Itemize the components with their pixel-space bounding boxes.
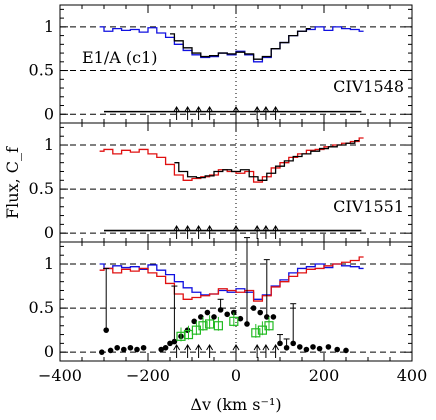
cf-point <box>158 346 164 353</box>
cf-point <box>191 318 197 325</box>
cf-point <box>107 347 114 354</box>
cf-point <box>343 347 349 354</box>
component-arrow <box>253 225 261 239</box>
cf-point <box>297 344 303 350</box>
component-arrow <box>173 344 181 358</box>
cf-point <box>310 344 316 350</box>
cf-point <box>264 314 270 320</box>
y-tick-label: 1 <box>44 135 54 154</box>
x-tick-label: 400 <box>397 366 428 385</box>
component-arrow <box>262 344 270 358</box>
component-arrow <box>232 344 240 358</box>
component-arrow <box>173 106 181 120</box>
y-tick-label: 0.5 <box>29 179 54 198</box>
component-arrow <box>206 225 214 239</box>
component-arrow <box>253 106 261 120</box>
line-label: CIV1551 <box>333 197 404 216</box>
y-tick-label: 1 <box>44 17 54 36</box>
cf-point <box>257 309 264 316</box>
cf-point <box>114 344 120 351</box>
cf-point <box>134 346 140 353</box>
panels: 0 0.5 1 E1/A (c1) CIV1548 0 0.5 1 CIV1551 0 0.5 1 −4… <box>29 4 428 385</box>
cf-point <box>290 340 297 347</box>
component-arrow <box>195 344 203 358</box>
component-arrow <box>206 344 214 358</box>
component-arrow <box>232 225 240 239</box>
cf-point <box>198 314 204 320</box>
cf-green-point <box>205 319 215 329</box>
cf-point <box>237 315 244 322</box>
cf-point <box>316 345 323 352</box>
cf-point <box>121 346 127 353</box>
y-tick-label: 0.5 <box>29 298 54 317</box>
cf-point <box>167 340 173 347</box>
cf-point <box>244 321 250 327</box>
cf-point <box>277 340 283 347</box>
x-tick-label: 200 <box>309 366 340 385</box>
y-tick-label: 0 <box>44 104 54 123</box>
cf-point <box>103 327 109 333</box>
series-line-1 <box>174 139 360 181</box>
cf-point <box>211 314 217 320</box>
cf-point <box>217 307 224 313</box>
y-tick-label: 0 <box>44 342 54 361</box>
y-tick-label: 1 <box>44 254 54 273</box>
component-arrow <box>184 106 192 120</box>
x-tick-label: −400 <box>38 366 82 385</box>
series-line-1 <box>99 256 364 302</box>
component-arrow <box>272 225 280 239</box>
cf-green-point <box>213 321 223 331</box>
cf-point <box>99 349 105 355</box>
panel-middle: 0 0.5 1 CIV1551 <box>29 122 413 243</box>
cf-point <box>171 338 178 345</box>
y-axis-label: Flux, C_f <box>3 146 22 219</box>
series-line-0 <box>99 263 364 300</box>
component-arrow <box>195 106 203 120</box>
component-arrow <box>184 225 192 239</box>
y-tick-label: 0.5 <box>29 61 54 80</box>
cf-green-point <box>264 321 274 331</box>
x-tick-label: −200 <box>126 366 170 385</box>
cf-green-point <box>251 328 261 338</box>
cf-point <box>250 305 257 311</box>
component-arrow <box>173 225 181 239</box>
y-tick-label: 0 <box>44 223 54 242</box>
cf-green-point <box>198 321 208 331</box>
spectrum-label: E1/A (c1) <box>82 48 158 67</box>
cf-point <box>162 344 169 351</box>
axes-labels: Δv (km s⁻¹) Flux, C_f <box>3 146 282 414</box>
component-arrow <box>184 344 192 358</box>
x-axis-label: Δv (km s⁻¹) <box>190 395 281 414</box>
component-arrow <box>232 106 240 120</box>
x-tick-label: 0 <box>231 366 241 385</box>
component-arrow <box>272 344 280 358</box>
component-arrow <box>253 344 261 358</box>
cf-point <box>140 344 147 351</box>
component-arrow <box>195 225 203 239</box>
cf-point <box>325 344 332 350</box>
cf-green-point <box>229 316 239 326</box>
component-arrow <box>206 106 214 120</box>
panel-top: 0 0.5 1 E1/A (c1) CIV1548 <box>29 4 413 124</box>
cf-point <box>127 344 134 351</box>
cf-point <box>270 314 277 320</box>
cf-point <box>334 346 341 353</box>
component-arrow <box>272 106 280 120</box>
series-line-1 <box>170 27 311 60</box>
component-arrow <box>262 225 270 239</box>
cf-point <box>303 346 310 353</box>
component-arrow <box>262 106 270 120</box>
cf-point <box>204 309 211 316</box>
cf-point <box>224 311 230 318</box>
series-line-0 <box>99 26 364 63</box>
cf-point <box>283 344 290 351</box>
line-label: CIV1548 <box>333 77 404 96</box>
panel-bottom: 0 0.5 1 −400 −200 0 200 400 <box>29 237 428 385</box>
